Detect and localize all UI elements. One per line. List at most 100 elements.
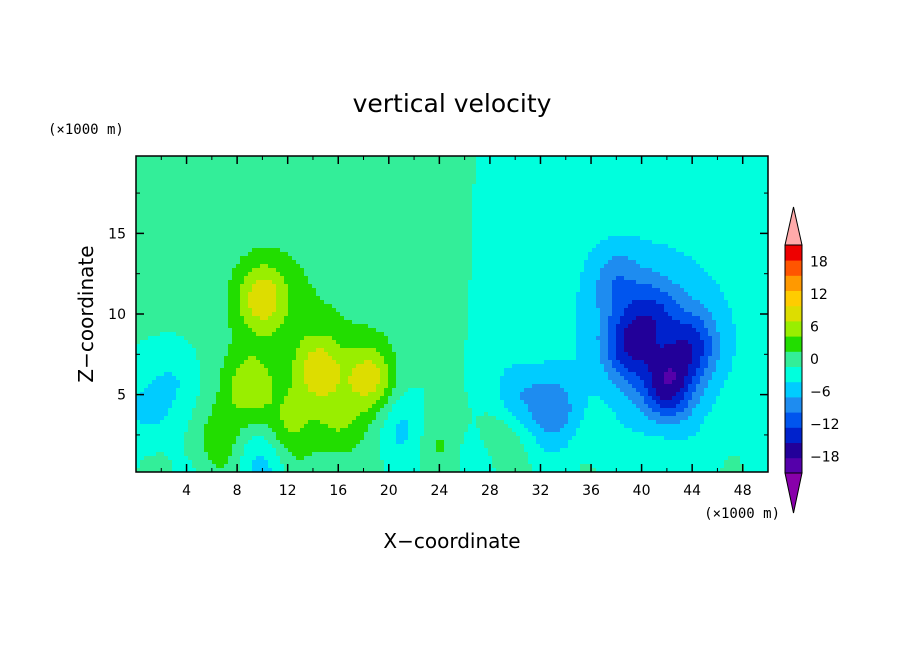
contour-cell	[140, 208, 145, 213]
contour-cell	[192, 236, 197, 241]
contour-cell	[740, 172, 745, 177]
contour-cell	[660, 188, 665, 193]
contour-cell	[236, 268, 241, 273]
contour-cell	[236, 252, 241, 257]
contour-cell	[624, 264, 629, 269]
contour-cell	[252, 264, 257, 269]
contour-cell	[284, 200, 289, 205]
contour-cell	[208, 192, 213, 197]
contour-cell	[576, 176, 581, 181]
contour-cell	[172, 252, 177, 257]
contour-cell	[560, 256, 565, 261]
contour-cell	[508, 264, 513, 269]
contour-cell	[228, 220, 233, 225]
contour-cell	[280, 252, 285, 257]
contour-cell	[312, 244, 317, 249]
contour-cell	[188, 192, 193, 197]
contour-cell	[604, 244, 609, 249]
contour-cell	[568, 216, 573, 221]
contour-cell	[616, 168, 621, 173]
contour-cell	[764, 184, 768, 189]
contour-cell	[520, 256, 525, 261]
contour-cell	[364, 264, 369, 269]
contour-cell	[200, 156, 205, 161]
contour-cell	[740, 260, 745, 265]
contour-cell	[700, 180, 705, 185]
contour-cell	[176, 176, 181, 181]
contour-cell	[564, 248, 569, 253]
contour-cell	[368, 248, 373, 253]
contour-cell	[644, 216, 649, 221]
contour-cell	[448, 208, 453, 213]
contour-cell	[240, 256, 245, 261]
contour-cell	[480, 268, 485, 273]
contour-cell	[612, 220, 617, 225]
contour-cell	[448, 188, 453, 193]
contour-cell	[456, 244, 461, 249]
contour-cell	[200, 172, 205, 177]
contour-cell	[760, 196, 765, 201]
contour-cell	[584, 216, 589, 221]
contour-cell	[484, 236, 489, 241]
contour-cell	[252, 164, 257, 169]
contour-cell	[360, 240, 365, 245]
contour-cell	[432, 232, 437, 237]
contour-cell	[612, 268, 617, 273]
contour-cell	[500, 188, 505, 193]
contour-cell	[312, 276, 317, 281]
contour-cell	[300, 280, 305, 285]
contour-cell	[736, 252, 741, 257]
contour-cell	[348, 224, 353, 229]
contour-cell	[680, 248, 685, 253]
contour-cell	[312, 220, 317, 225]
contour-cell	[556, 264, 561, 269]
contour-cell	[676, 184, 681, 189]
contour-cell	[472, 160, 477, 165]
contour-cell	[404, 248, 409, 253]
contour-cell	[592, 172, 597, 177]
contour-cell	[476, 156, 481, 161]
contour-cell	[212, 176, 217, 181]
contour-cell	[260, 208, 265, 213]
contour-cell	[512, 208, 517, 213]
contour-cell	[468, 256, 473, 261]
contour-cell	[416, 216, 421, 221]
contour-cell	[720, 224, 725, 229]
contour-cell	[316, 220, 321, 225]
contour-cell	[616, 172, 621, 177]
contour-cell	[520, 180, 525, 185]
contour-cell	[168, 280, 173, 285]
contour-cell	[764, 224, 768, 229]
contour-cell	[592, 196, 597, 201]
contour-cell	[160, 160, 165, 165]
contour-cell	[712, 184, 717, 189]
contour-cell	[528, 188, 533, 193]
contour-cell	[476, 164, 481, 169]
contour-cell	[376, 276, 381, 281]
contour-cell	[588, 212, 593, 217]
contour-cell	[696, 168, 701, 173]
contour-cell	[320, 272, 325, 277]
contour-cell	[280, 224, 285, 229]
contour-cell	[456, 224, 461, 229]
contour-cell	[412, 160, 417, 165]
contour-cell	[456, 192, 461, 197]
contour-cell	[136, 240, 141, 245]
contour-cell	[388, 252, 393, 257]
contour-cell	[268, 276, 273, 281]
contour-cell	[660, 240, 665, 245]
contour-cell	[560, 228, 565, 233]
contour-cell	[540, 272, 545, 277]
contour-cell	[692, 228, 697, 233]
contour-cell	[196, 212, 201, 217]
contour-cell	[644, 252, 649, 257]
contour-cell	[480, 180, 485, 185]
contour-cell	[144, 156, 149, 161]
contour-cell	[328, 184, 333, 189]
contour-cell	[640, 168, 645, 173]
contour-cell	[156, 244, 161, 249]
contour-cell	[728, 256, 733, 261]
contour-cell	[312, 188, 317, 193]
contour-cell	[556, 192, 561, 197]
contour-cell	[260, 224, 265, 229]
